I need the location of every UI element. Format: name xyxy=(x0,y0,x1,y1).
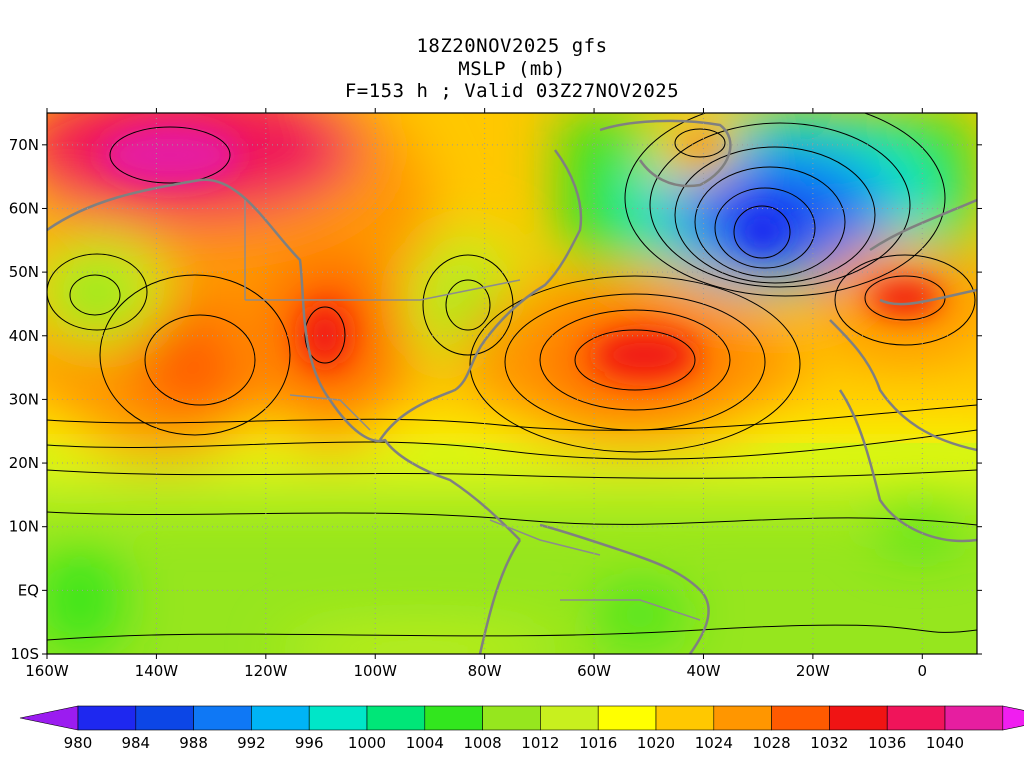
colorbar-arrow-low xyxy=(19,705,79,731)
lon-tick-label: 100W xyxy=(354,662,398,680)
colorbar-swatch xyxy=(77,705,137,731)
lat-tick-label: 40N xyxy=(9,327,39,345)
colorbar-swatch xyxy=(713,705,772,731)
colorbar-label: 1000 xyxy=(348,734,386,752)
lat-tick-label: 70N xyxy=(9,136,39,154)
colorbar-swatch xyxy=(308,705,368,731)
colorbar-swatch xyxy=(655,705,715,731)
lon-tick-label: 120W xyxy=(244,662,288,680)
colorbar-swatch xyxy=(366,705,426,731)
colorbar-swatch xyxy=(251,705,310,731)
colorbar-label: 988 xyxy=(179,734,208,752)
colorbar-label: 1032 xyxy=(810,734,848,752)
colorbar-label: 1008 xyxy=(464,734,502,752)
colorbar-swatch xyxy=(886,705,946,731)
colorbar-label: 1028 xyxy=(753,734,791,752)
colorbar-swatch xyxy=(597,705,657,731)
colorbar-arrow-high xyxy=(1002,705,1024,731)
latitude-axis: 70N 60N 50N 40N 30N 20N 10N EQ 10S xyxy=(9,136,39,663)
lon-tick-label: 160W xyxy=(25,662,69,680)
axis-ticks xyxy=(42,108,982,659)
colorbar-label: 1016 xyxy=(579,734,617,752)
title-run: 18Z20NOV2025 gfs xyxy=(416,35,608,57)
lon-tick-label: 0 xyxy=(918,662,928,680)
colorbar: 980 984 988 992 996 1000 1004 1008 1012 1016 1020 1… xyxy=(19,705,1024,752)
colorbar-swatch xyxy=(482,705,541,731)
lon-tick-label: 60W xyxy=(577,662,611,680)
title-variable: MSLP (mb) xyxy=(458,58,566,80)
longitude-axis: 160W 140W 120W 100W 80W 60W 40W 20W 0 xyxy=(25,662,927,680)
lat-tick-label: EQ xyxy=(18,581,39,599)
lat-tick-label: 60N xyxy=(9,199,39,217)
lon-tick-label: 20W xyxy=(796,662,830,680)
colorbar-swatch xyxy=(771,705,830,731)
colorbar-label: 996 xyxy=(295,734,324,752)
lon-tick-label: 80W xyxy=(468,662,502,680)
colorbar-label: 992 xyxy=(237,734,266,752)
lat-tick-label: 10N xyxy=(9,518,39,536)
colorbar-label: 1012 xyxy=(521,734,559,752)
colorbar-swatch xyxy=(193,705,252,731)
colorbar-swatch xyxy=(135,705,194,731)
coastlines xyxy=(47,119,977,654)
colorbar-label: 980 xyxy=(64,734,93,752)
lat-tick-label: 20N xyxy=(9,454,39,472)
colorbar-swatch xyxy=(424,705,483,731)
colorbar-label: 984 xyxy=(121,734,150,752)
colorbar-label: 1004 xyxy=(406,734,444,752)
colorbar-swatch xyxy=(829,705,888,731)
lat-tick-label: 30N xyxy=(9,390,39,408)
lat-tick-label: 50N xyxy=(9,263,39,281)
colorbar-label: 1040 xyxy=(926,734,964,752)
title-valid-time: F=153 h ; Valid 03Z27NOV2025 xyxy=(344,80,680,102)
colorbar-label: 1036 xyxy=(868,734,906,752)
colorbar-label: 1020 xyxy=(637,734,675,752)
lon-tick-label: 140W xyxy=(135,662,179,680)
lat-tick-label: 10S xyxy=(10,645,39,663)
colorbar-label: 1024 xyxy=(695,734,733,752)
isobar-lines xyxy=(47,113,977,641)
pressure-field xyxy=(47,113,977,654)
political-borders xyxy=(244,200,701,621)
colorbar-swatch xyxy=(540,705,599,731)
lon-tick-label: 40W xyxy=(687,662,721,680)
plot-frame xyxy=(46,112,978,655)
colorbar-swatch xyxy=(944,705,1004,731)
